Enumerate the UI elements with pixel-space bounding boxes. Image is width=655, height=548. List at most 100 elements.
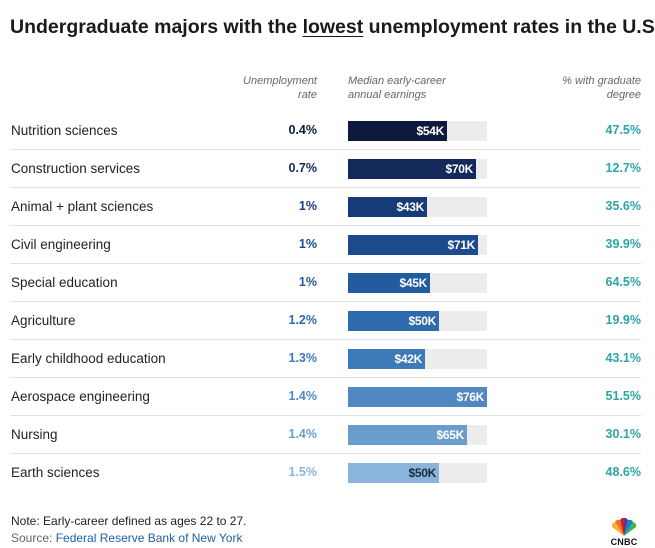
earnings-bar: $50K bbox=[348, 311, 439, 331]
table-row: Nursing 1.4% $65K 30.1% bbox=[0, 416, 655, 454]
grad-degree-pct: 64.5% bbox=[605, 275, 641, 289]
grad-degree-pct: 39.9% bbox=[605, 237, 641, 251]
grad-degree-pct: 47.5% bbox=[605, 123, 641, 137]
grad-degree-pct: 19.9% bbox=[605, 313, 641, 327]
earnings-track: $70K bbox=[348, 159, 487, 179]
earnings-track: $42K bbox=[348, 349, 487, 369]
earnings-label: $42K bbox=[394, 352, 423, 366]
earnings-bar: $50K bbox=[348, 463, 439, 483]
grad-degree-pct: 51.5% bbox=[605, 389, 641, 403]
source-prefix: Source: bbox=[11, 531, 56, 545]
row-divider bbox=[10, 339, 641, 340]
major-name: Civil engineering bbox=[11, 237, 111, 252]
row-divider bbox=[10, 415, 641, 416]
unemployment-rate: 0.4% bbox=[288, 123, 318, 137]
footnote: Note: Early-career defined as ages 22 to… bbox=[11, 514, 247, 528]
header-unemployment: Unemployment rate bbox=[207, 74, 317, 102]
major-name: Aerospace engineering bbox=[11, 389, 150, 404]
row-divider bbox=[10, 301, 641, 302]
major-name: Nutrition sciences bbox=[11, 123, 118, 138]
row-divider bbox=[10, 187, 641, 188]
row-divider bbox=[10, 453, 641, 454]
earnings-track: $50K bbox=[348, 463, 487, 483]
table-row: Nutrition sciences 0.4% $54K 47.5% bbox=[0, 112, 655, 150]
earnings-label: $50K bbox=[408, 314, 437, 328]
earnings-label: $71K bbox=[447, 238, 476, 252]
title-underlined: lowest bbox=[302, 16, 364, 38]
header-unemployment-line2: rate bbox=[298, 89, 317, 101]
row-divider bbox=[10, 263, 641, 264]
table-row: Earth sciences 1.5% $50K 48.6% bbox=[0, 454, 655, 492]
header-earnings-line2: annual earnings bbox=[348, 89, 427, 101]
grad-degree-pct: 30.1% bbox=[605, 427, 641, 441]
table-row: Early childhood education 1.3% $42K 43.1% bbox=[0, 340, 655, 378]
earnings-track: $65K bbox=[348, 425, 487, 445]
major-name: Earth sciences bbox=[11, 465, 100, 480]
table-row: Aerospace engineering 1.4% $76K 51.5% bbox=[0, 378, 655, 416]
earnings-bar: $70K bbox=[348, 159, 476, 179]
table-row: Civil engineering 1% $71K 39.9% bbox=[0, 226, 655, 264]
logo-text: CNBC bbox=[610, 537, 638, 547]
title-before: Undergraduate majors with the bbox=[10, 16, 303, 38]
earnings-label: $76K bbox=[456, 390, 485, 404]
row-divider bbox=[10, 377, 641, 378]
unemployment-rate: 1% bbox=[298, 275, 317, 289]
grad-degree-pct: 12.7% bbox=[605, 161, 641, 175]
earnings-label: $65K bbox=[436, 428, 465, 442]
header-grad-line2: degree bbox=[606, 89, 641, 101]
table-row: Construction services 0.7% $70K 12.7% bbox=[0, 150, 655, 188]
table-row: Animal + plant sciences 1% $43K 35.6% bbox=[0, 188, 655, 226]
unemployment-rate: 1.5% bbox=[288, 465, 318, 479]
source-line: Source: Federal Reserve Bank of New York bbox=[11, 531, 242, 545]
earnings-label: $45K bbox=[399, 276, 428, 290]
earnings-track: $50K bbox=[348, 311, 487, 331]
earnings-label: $54K bbox=[416, 124, 445, 138]
header-grad-degree: % with graduate degree bbox=[531, 74, 641, 102]
table-row: Agriculture 1.2% $50K 19.9% bbox=[0, 302, 655, 340]
unemployment-rate: 1% bbox=[298, 237, 317, 251]
earnings-bar: $54K bbox=[348, 121, 447, 141]
major-name: Construction services bbox=[11, 161, 141, 176]
unemployment-rate: 1.2% bbox=[288, 313, 318, 327]
earnings-label: $43K bbox=[396, 200, 425, 214]
major-name: Animal + plant sciences bbox=[11, 199, 154, 214]
cnbc-logo: CNBC bbox=[607, 517, 641, 548]
major-name: Agriculture bbox=[11, 313, 76, 328]
header-grad-line1: % with graduate bbox=[562, 75, 641, 87]
unemployment-rate: 1% bbox=[298, 199, 317, 213]
earnings-bar: $42K bbox=[348, 349, 425, 369]
earnings-track: $54K bbox=[348, 121, 487, 141]
grad-degree-pct: 48.6% bbox=[605, 465, 641, 479]
major-name: Special education bbox=[11, 275, 118, 290]
header-earnings: Median early-career annual earnings bbox=[348, 74, 508, 102]
title-after: unemployment rates in the U.S. bbox=[363, 16, 655, 38]
row-divider bbox=[10, 225, 641, 226]
grad-degree-pct: 43.1% bbox=[605, 351, 641, 365]
peacock-icon bbox=[611, 517, 637, 536]
earnings-bar: $71K bbox=[348, 235, 478, 255]
earnings-track: $76K bbox=[348, 387, 487, 407]
unemployment-rate: 1.3% bbox=[288, 351, 318, 365]
earnings-track: $43K bbox=[348, 197, 487, 217]
grad-degree-pct: 35.6% bbox=[605, 199, 641, 213]
earnings-bar: $45K bbox=[348, 273, 430, 293]
earnings-bar: $65K bbox=[348, 425, 467, 445]
unemployment-rate: 1.4% bbox=[288, 427, 318, 441]
unemployment-rate: 0.7% bbox=[288, 161, 318, 175]
header-earnings-line1: Median early-career bbox=[348, 75, 446, 87]
earnings-track: $71K bbox=[348, 235, 487, 255]
header-unemployment-line1: Unemployment bbox=[243, 75, 317, 87]
earnings-label: $50K bbox=[408, 466, 437, 480]
earnings-bar: $76K bbox=[348, 387, 487, 407]
chart-title: Undergraduate majors with the lowest une… bbox=[10, 16, 655, 39]
major-name: Nursing bbox=[11, 427, 58, 442]
source-link[interactable]: Federal Reserve Bank of New York bbox=[55, 531, 243, 545]
earnings-label: $70K bbox=[445, 162, 474, 176]
table-row: Special education 1% $45K 64.5% bbox=[0, 264, 655, 302]
earnings-track: $45K bbox=[348, 273, 487, 293]
row-divider bbox=[10, 149, 641, 150]
major-name: Early childhood education bbox=[11, 351, 166, 366]
unemployment-rate: 1.4% bbox=[288, 389, 318, 403]
table-body: Nutrition sciences 0.4% $54K 47.5% Construct… bbox=[0, 112, 655, 492]
earnings-bar: $43K bbox=[348, 197, 427, 217]
